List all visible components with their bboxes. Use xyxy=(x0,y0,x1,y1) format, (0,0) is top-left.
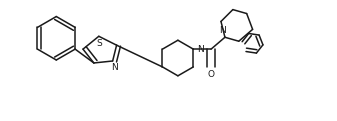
Text: S: S xyxy=(96,39,102,48)
Text: N: N xyxy=(111,63,118,72)
Text: O: O xyxy=(208,70,215,79)
Text: N: N xyxy=(220,26,226,35)
Text: N: N xyxy=(197,45,204,54)
